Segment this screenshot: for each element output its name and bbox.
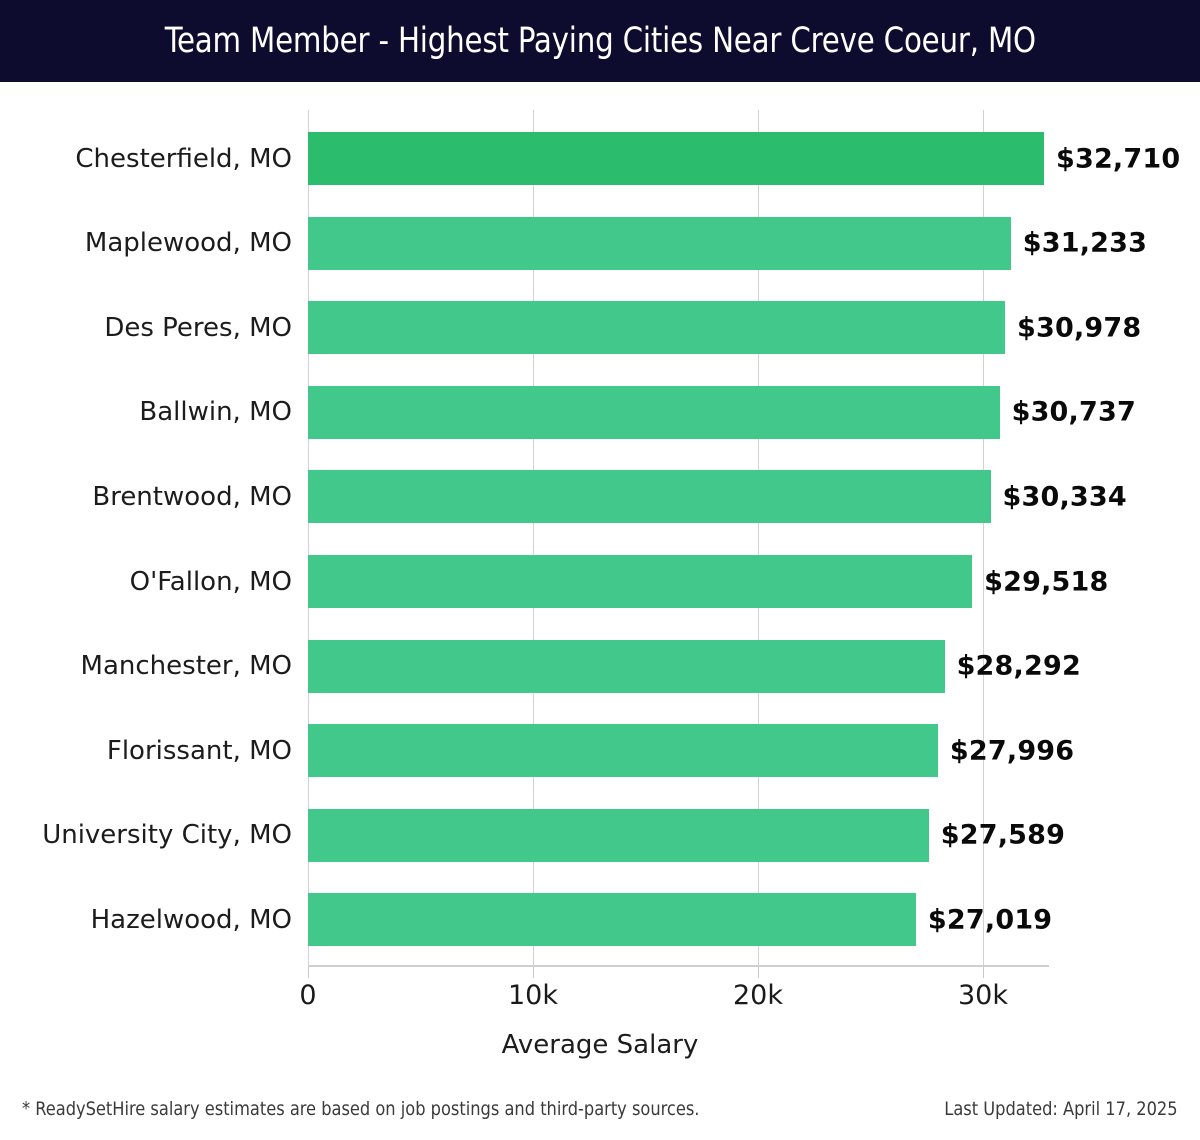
x-tick-label: 0: [299, 980, 317, 1011]
bar[interactable]: [308, 639, 945, 693]
x-axis-line: [308, 965, 1049, 967]
tick-mark-0: [308, 967, 309, 978]
bar[interactable]: [308, 555, 973, 608]
category-label: Ballwin, MO: [139, 397, 292, 428]
bar-value-label: $31,233: [1022, 227, 1148, 259]
bar-row[interactable]: University City, MO $27,589: [0, 808, 1200, 862]
bar-row[interactable]: Manchester, MO $28,292: [0, 639, 1200, 693]
bar-value-label: $29,518: [984, 566, 1109, 597]
category-label: University City, MO: [42, 820, 292, 851]
bar-row[interactable]: Des Peres, MO $30,978: [0, 301, 1200, 355]
bar-value-label: $28,292: [956, 650, 1081, 682]
bar[interactable]: [308, 808, 929, 862]
page-title: Team Member - Highest Paying Cities Near…: [164, 21, 1036, 61]
category-label: Chesterfield, MO: [75, 143, 292, 174]
category-label: Brentwood, MO: [92, 481, 292, 512]
category-label: O'Fallon, MO: [129, 566, 292, 597]
tick-mark-10k: [533, 967, 534, 978]
chart-title-bar: Team Member - Highest Paying Cities Near…: [0, 0, 1200, 82]
chart-footer: * ReadySetHire salary estimates are base…: [0, 1078, 1200, 1140]
bar[interactable]: [308, 216, 1011, 270]
gridline-30k: [983, 110, 984, 965]
x-tick-label: 10k: [508, 980, 558, 1011]
tick-mark-20k: [758, 967, 759, 978]
bar[interactable]: [308, 132, 1044, 185]
category-label: Maplewood, MO: [84, 228, 292, 259]
category-label: Manchester, MO: [80, 651, 292, 682]
footer-last-updated: Last Updated: April 17, 2025: [944, 1098, 1178, 1120]
bar-value-label: $27,996: [949, 735, 1075, 767]
bar[interactable]: [308, 893, 916, 947]
bar-value-label: $32,710: [1055, 143, 1181, 174]
tick-mark-30k: [983, 967, 984, 978]
x-axis-title: Average Salary: [501, 1030, 699, 1060]
bar[interactable]: [308, 470, 991, 524]
bar-row[interactable]: Maplewood, MO $31,233: [0, 216, 1200, 270]
bar-value-label: $30,334: [1002, 481, 1127, 513]
bar-row[interactable]: Brentwood, MO $30,334: [0, 470, 1200, 524]
gridline-0: [308, 110, 309, 965]
category-label: Des Peres, MO: [104, 312, 292, 343]
bar[interactable]: [308, 385, 1000, 439]
bar-row[interactable]: Hazelwood, MO $27,019: [0, 893, 1200, 947]
bar-row[interactable]: Florissant, MO $27,996: [0, 724, 1200, 778]
bar-row[interactable]: O'Fallon, MO $29,518: [0, 555, 1200, 608]
footer-disclaimer: * ReadySetHire salary estimates are base…: [22, 1098, 700, 1120]
bar-value-label: $30,737: [1011, 396, 1136, 428]
bar-value-label: $27,589: [940, 819, 1066, 851]
x-tick-label: 30k: [958, 980, 1008, 1011]
bar[interactable]: [308, 301, 1005, 355]
bar[interactable]: [308, 724, 938, 778]
bar-row[interactable]: Ballwin, MO $30,737: [0, 385, 1200, 439]
bar-value-label: $27,019: [927, 904, 1053, 936]
gridline-10k: [533, 110, 534, 965]
bar-value-label: $30,978: [1017, 312, 1142, 344]
x-tick-label: 20k: [733, 980, 783, 1011]
category-label: Hazelwood, MO: [90, 904, 292, 935]
category-label: Florissant, MO: [106, 735, 292, 766]
gridline-20k: [758, 110, 759, 965]
chart-canvas: 0 10k 20k 30k Chesterfield, MO $32,710 Maplew…: [0, 82, 1200, 1062]
bar-row[interactable]: Chesterfield, MO $32,710: [0, 132, 1200, 185]
plot-area: [308, 110, 1048, 965]
